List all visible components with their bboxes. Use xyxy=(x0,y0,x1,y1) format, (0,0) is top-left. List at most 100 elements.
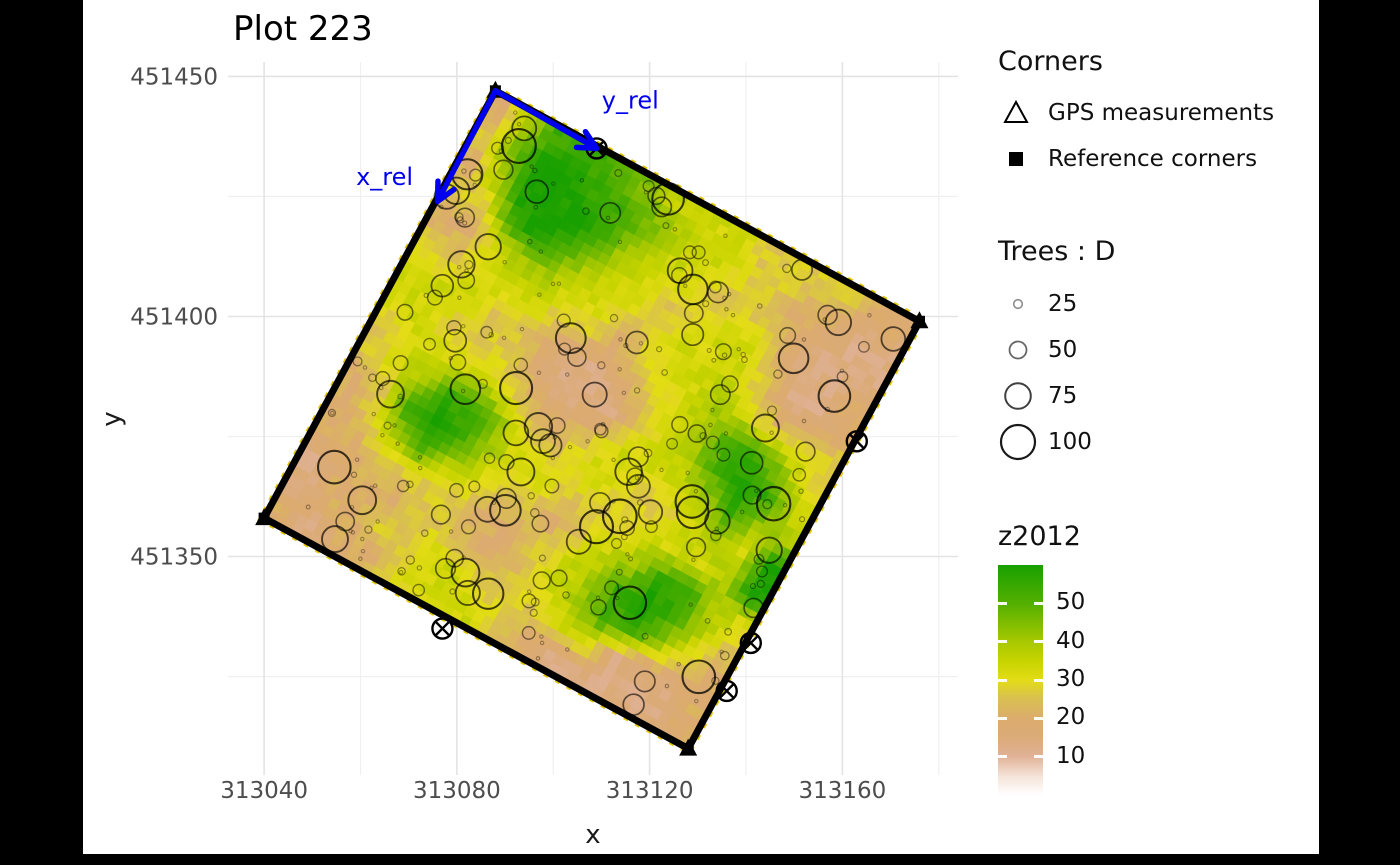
tree-circle xyxy=(460,388,466,394)
corners-legend-items: GPS measurements Reference corners xyxy=(998,90,1274,182)
tree-circle xyxy=(704,618,711,624)
z2012-legend-title: z2012 xyxy=(998,521,1081,552)
tree-circle xyxy=(619,520,636,536)
tree-circle xyxy=(550,281,556,287)
gps-corner-triangle xyxy=(255,508,274,526)
tree-circle xyxy=(721,352,728,358)
legend-item-size-75-label: 75 xyxy=(1048,383,1078,409)
tree-circle xyxy=(460,519,477,535)
tree-circle xyxy=(742,485,762,505)
colorbar-tick-label: 50 xyxy=(1056,589,1086,616)
tree-circle xyxy=(792,467,807,482)
tree-circle xyxy=(375,519,380,524)
gps-point-circle-cross xyxy=(431,617,454,640)
tree-circle xyxy=(347,485,378,516)
tree-circle xyxy=(590,598,607,616)
tree-circle xyxy=(817,304,838,326)
colorbar-tick-label: 40 xyxy=(1056,627,1086,654)
gps-point-circle-cross xyxy=(845,430,869,453)
tree-circle xyxy=(358,556,363,562)
tree-circle xyxy=(716,447,731,462)
gps-point-circle-cross xyxy=(715,679,738,703)
tree-circle xyxy=(416,565,423,571)
axis-tick-labels: 313040 313080 313120 313160 451350 451400 4514… xyxy=(130,64,886,804)
colorbar-tick xyxy=(998,755,1007,759)
tree-circle xyxy=(676,661,681,667)
tree-circle xyxy=(691,245,706,260)
tree-circle xyxy=(464,259,474,270)
tree-circle xyxy=(335,511,356,532)
size-circle-icon xyxy=(999,423,1037,461)
tree-circle xyxy=(880,326,907,352)
tree-circle xyxy=(417,465,423,471)
tree-circle xyxy=(567,347,587,368)
tree-circle xyxy=(723,233,728,239)
tree-circle xyxy=(397,566,406,576)
tree-circle xyxy=(626,467,644,486)
colorbar-tick-label: 30 xyxy=(1056,665,1086,692)
gps-points xyxy=(431,137,869,703)
tree-circle xyxy=(535,656,541,661)
size-circle-icon xyxy=(1012,298,1024,310)
tree-circle xyxy=(417,455,423,460)
tree-circle xyxy=(753,553,765,565)
tree-circle xyxy=(531,514,550,533)
trees-legend-title: Trees : D xyxy=(998,236,1116,267)
corners-legend-title: Corners xyxy=(998,46,1103,77)
legend-item-gps-measurements: GPS measurements xyxy=(998,90,1274,136)
tree-circle xyxy=(627,446,649,468)
tree-circle xyxy=(456,264,462,270)
tree-circle xyxy=(617,367,622,372)
tree-circle xyxy=(766,405,778,416)
tree-circle xyxy=(710,529,722,542)
tree-circle xyxy=(777,342,810,375)
tree-circle xyxy=(836,370,849,383)
tree-circle xyxy=(498,148,505,155)
tree-circle xyxy=(773,369,783,379)
tree-circle xyxy=(448,529,454,534)
tree-circle xyxy=(502,259,507,265)
legend-item-reference-corners: Reference corners xyxy=(998,136,1274,182)
tree-circle xyxy=(423,337,437,351)
tree-circle xyxy=(426,289,443,306)
tree-circle xyxy=(709,384,731,406)
tree-circle xyxy=(601,498,638,535)
tree-circle xyxy=(799,516,806,523)
tree-circle xyxy=(468,168,483,182)
tree-circle xyxy=(527,491,536,500)
tree-circle xyxy=(565,647,570,652)
tree-circle xyxy=(626,473,651,499)
tree-circle xyxy=(795,441,816,462)
tree-circle xyxy=(488,332,494,338)
colorbar-tick xyxy=(1034,678,1043,682)
tree-circle xyxy=(674,484,710,519)
legend-item-size-100: 100 xyxy=(998,419,1092,465)
tree-circle xyxy=(621,390,627,396)
plot-title: Plot 223 xyxy=(233,9,373,49)
tree-circle xyxy=(615,595,620,601)
tree-circle xyxy=(327,408,337,418)
tree-circle xyxy=(491,500,497,506)
tree-circle xyxy=(371,411,377,417)
tree-circle xyxy=(454,207,476,228)
tree-circle xyxy=(504,136,512,144)
tree-circle xyxy=(739,509,745,515)
colorbar-tick xyxy=(998,601,1007,605)
annotation-x_rel: x_rel xyxy=(356,163,413,191)
tree-circle xyxy=(396,479,410,493)
tree-circle xyxy=(538,249,544,254)
reference-square-dashed xyxy=(257,83,927,756)
tree-circle xyxy=(532,571,551,590)
tree-circle xyxy=(628,556,634,562)
tree-circle xyxy=(779,326,797,345)
y-tick-label: 451450 xyxy=(130,64,218,90)
tree-circle xyxy=(714,343,732,361)
tree-circle xyxy=(454,579,481,606)
tree-circle xyxy=(538,433,563,458)
tree-circle xyxy=(664,683,670,689)
tree-circle xyxy=(536,370,542,376)
tree-circle xyxy=(743,597,764,619)
tree-circle xyxy=(350,471,358,478)
tree-circle xyxy=(824,308,853,337)
tree-circle xyxy=(622,693,645,716)
